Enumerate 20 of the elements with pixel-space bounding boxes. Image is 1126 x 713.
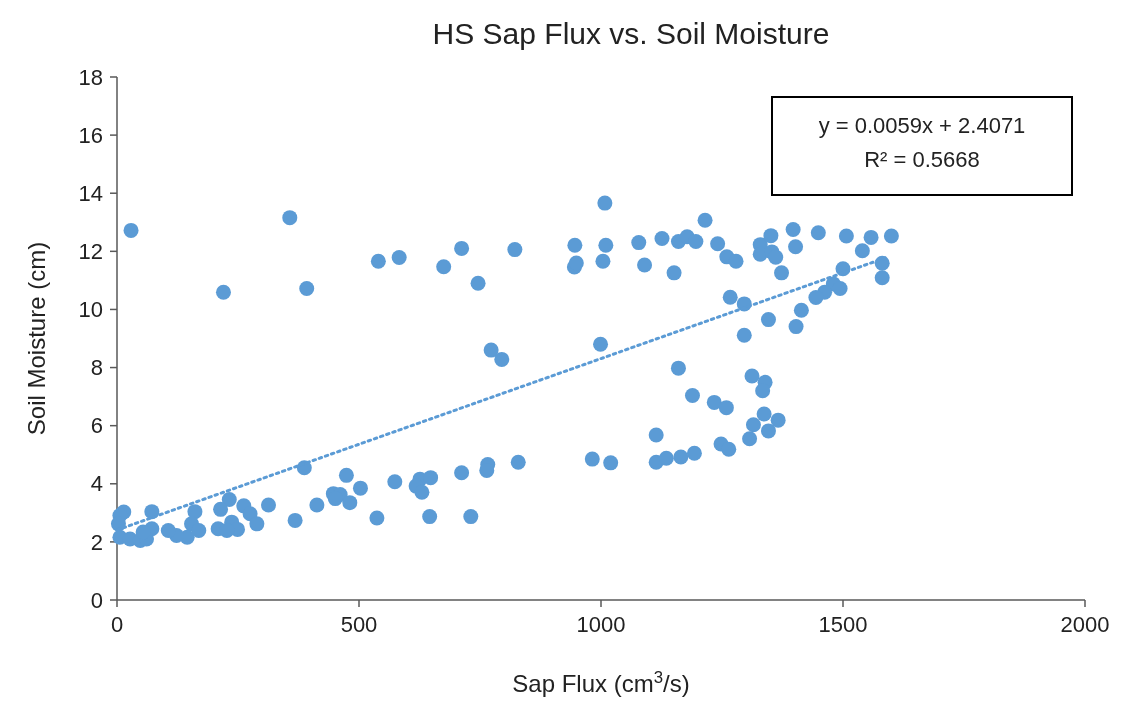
y-tick-label: 18 bbox=[78, 64, 103, 90]
annotation: y = 0.0059x + 2.4071 bbox=[818, 113, 1026, 138]
y-axis-title: Soil Moisture (cm) bbox=[23, 241, 50, 436]
x-tick-label: 1500 bbox=[818, 612, 868, 637]
annotation: R² = 0.5668 bbox=[864, 147, 980, 172]
chart-title: HS Sap Flux vs. Soil Moisture bbox=[432, 17, 830, 50]
x-tick-label: 500 bbox=[340, 612, 378, 637]
y-tick-label: 6 bbox=[90, 413, 103, 439]
y-tick-label: 16 bbox=[78, 122, 103, 148]
y-tick-label: 0 bbox=[90, 587, 103, 613]
y-tick-label: 4 bbox=[90, 471, 103, 497]
y-tick-label: 10 bbox=[78, 297, 103, 323]
x-axis-title: Sap Flux (cm$^{3}$/s) bbox=[512, 667, 690, 697]
y-tick-label: 8 bbox=[90, 355, 103, 381]
y-tick-label: 12 bbox=[78, 239, 103, 265]
x-tick-label: 2000 bbox=[1060, 612, 1110, 637]
x-tick-label: 1000 bbox=[576, 612, 626, 637]
y-tick-label: 2 bbox=[90, 529, 103, 555]
y-tick-label: 14 bbox=[78, 180, 103, 206]
x-tick-label: 0 bbox=[110, 612, 124, 637]
